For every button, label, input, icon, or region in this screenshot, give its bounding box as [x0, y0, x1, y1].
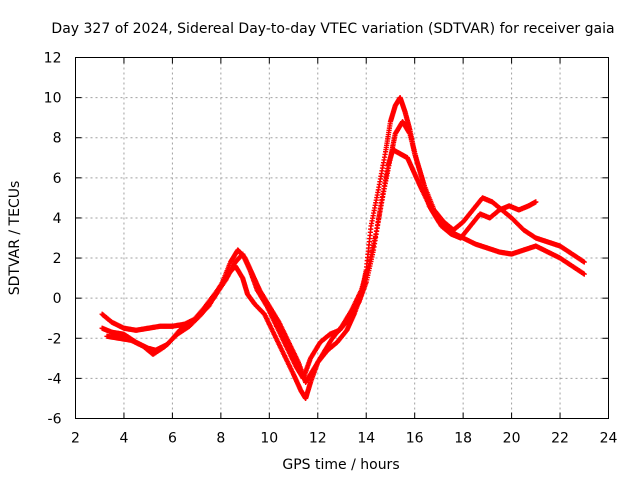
x-tick-label: 2: [71, 431, 80, 447]
data-point: [581, 271, 587, 277]
y-tick-label: 8: [53, 131, 62, 147]
y-tick-label: 12: [44, 51, 62, 67]
y-tick-label: 10: [44, 91, 62, 107]
ticks-layer: [75, 57, 609, 419]
grid-layer: [75, 57, 609, 419]
y-tick-label: -4: [48, 371, 62, 387]
x-tick-label: 14: [357, 431, 375, 447]
y-axis-label: SDTVAR / TECUs: [7, 181, 23, 296]
points-layer: [99, 95, 587, 402]
y-tick-label: -2: [48, 331, 62, 347]
plot-frame: [75, 57, 609, 419]
x-tick-label: 12: [309, 431, 327, 447]
data-point: [533, 199, 539, 205]
series-track-c: [104, 147, 539, 381]
y-tick-label: 2: [53, 251, 62, 267]
x-tick-label: 6: [168, 431, 177, 447]
x-tick-label: 16: [406, 431, 424, 447]
x-tick-labels: 2 4 6 8 10 12 14 16 18 20 22 24: [71, 431, 617, 447]
data-point: [581, 259, 587, 265]
x-axis-label: GPS time / hours: [282, 457, 399, 473]
y-tick-label: 6: [53, 171, 62, 187]
x-tick-label: 24: [600, 431, 618, 447]
x-tick-label: 18: [454, 431, 472, 447]
x-tick-label: 8: [216, 431, 225, 447]
chart-title: Day 327 of 2024, Sidereal Day-to-day VTE…: [51, 21, 614, 37]
x-tick-label: 10: [260, 431, 278, 447]
y-tick-label: 4: [53, 211, 62, 227]
y-tick-labels: -6 -4 -2 0 2 4 6 8 10 12: [44, 51, 62, 428]
x-tick-label: 22: [551, 431, 569, 447]
y-tick-label: -6: [48, 412, 62, 428]
x-tick-label: 4: [119, 431, 128, 447]
y-tick-label: 0: [53, 291, 62, 307]
x-tick-label: 20: [503, 431, 521, 447]
